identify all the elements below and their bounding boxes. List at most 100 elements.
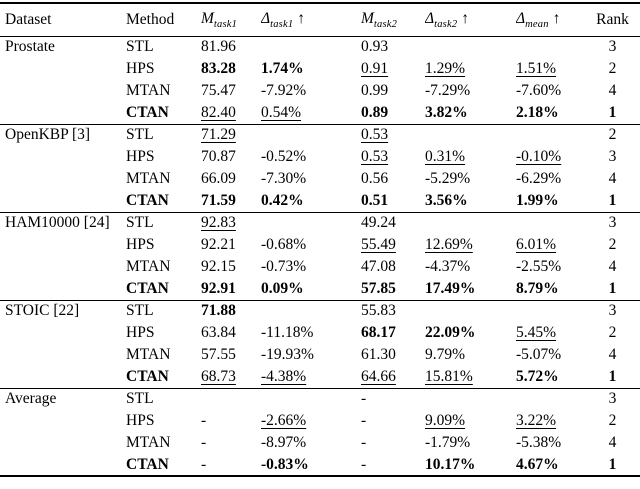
table-row: CTAN 68.73 -4.38% 64.66 15.81% 5.72% 1 [0, 366, 640, 388]
dataset-cell: OpenKBP [3] [5, 126, 91, 144]
value-cell: -11.18% [261, 324, 314, 341]
col-header-method: Method [126, 10, 175, 28]
value-cell: 55.83 [361, 302, 396, 320]
value-cell: 68.17 [361, 324, 396, 341]
math-symbol: Δ [425, 9, 435, 27]
value-cell [261, 124, 361, 146]
value-cell [425, 124, 516, 146]
header-row: Dataset Method Mtask1 Δtask1 ↑ Mtask2 Δta… [0, 3, 640, 36]
dataset-cell [0, 366, 126, 388]
value-cell: 0.53 [361, 148, 389, 165]
value-cell: 61.30 [361, 346, 396, 363]
value-cell [261, 388, 361, 410]
value-cell: 92.21 [201, 236, 236, 253]
value-cell [516, 212, 585, 234]
value-cell [261, 300, 361, 322]
value-cell: -8.97% [261, 434, 307, 451]
method-cell: CTAN [126, 279, 169, 297]
math-subscript: task1 [213, 18, 238, 30]
value-cell: 0.99 [361, 82, 389, 99]
rank-cell: 4 [608, 434, 617, 451]
rank-cell: 3 [608, 148, 617, 165]
table-row: STOIC [22] STL 71.88 55.83 3 [0, 300, 640, 322]
value-cell: 71.88 [201, 302, 236, 320]
value-cell: -7.29% [425, 82, 471, 99]
rank-cell: 3 [608, 214, 617, 232]
col-header-delta-task2: Δtask2 ↑ [425, 3, 516, 36]
value-cell: 66.09 [201, 170, 236, 187]
value-cell: -5.07% [516, 346, 562, 363]
value-cell: 9.09% [425, 412, 466, 429]
value-cell: -2.66% [261, 412, 307, 429]
group-stoic-22: STOIC [22] STL 71.88 55.83 3 HPS 63.84 -11.18% 6… [0, 300, 640, 388]
math-symbol: Δ [516, 9, 526, 27]
value-cell: 0.89 [361, 103, 389, 121]
value-cell [425, 388, 516, 410]
method-cell: MTAN [126, 258, 171, 275]
math-symbol: M [361, 9, 374, 27]
method-cell: HPS [126, 236, 155, 253]
rank-cell: 2 [608, 236, 617, 253]
value-cell [261, 212, 361, 234]
value-cell [425, 300, 516, 322]
method-cell: HPS [126, 148, 155, 165]
dataset-cell [0, 344, 126, 366]
group-average: Average STL - 3 HPS - -2.66% - 9.09% 3.22% 2 MTAN - -… [0, 388, 640, 476]
value-cell [516, 36, 585, 58]
value-cell: -0.73% [261, 258, 307, 275]
value-cell [261, 36, 361, 58]
value-cell: - [201, 434, 207, 451]
method-cell: STL [126, 214, 154, 232]
col-header-delta-task1: Δtask1 ↑ [261, 3, 361, 36]
method-cell: CTAN [126, 191, 169, 209]
group-openkbp-3: OpenKBP [3] STL 71.29 0.53 2 HPS 70.87 -0.52% 0.… [0, 124, 640, 212]
value-cell: 15.81% [425, 367, 473, 385]
table-row: MTAN 92.15 -0.73% 47.08 -4.37% -2.55% 4 [0, 256, 640, 278]
method-cell: STL [126, 302, 154, 320]
value-cell: -4.37% [425, 258, 471, 275]
value-cell: -6.29% [516, 170, 562, 187]
math-symbol: M [201, 9, 214, 27]
col-header-m-task2: Mtask2 [361, 3, 425, 36]
table-row: HPS 70.87 -0.52% 0.53 0.31% -0.10% 3 [0, 146, 640, 168]
table-row: CTAN 71.59 0.42% 0.51 3.56% 1.99% 1 [0, 190, 640, 212]
value-cell: 4.67% [516, 455, 559, 473]
value-cell: 0.53 [361, 126, 389, 144]
value-cell: 57.55 [201, 346, 236, 363]
col-header-m-task1: Mtask1 [201, 3, 261, 36]
table-row: HAM10000 [24] STL 92.83 49.24 3 [0, 212, 640, 234]
table-row: HPS 83.28 1.74% 0.91 1.29% 1.51% 2 [0, 58, 640, 80]
value-cell: 68.73 [201, 367, 236, 385]
value-cell: -7.60% [516, 82, 562, 99]
value-cell: 0.93 [361, 38, 389, 56]
value-cell: 3.22% [516, 412, 557, 429]
value-cell: - [361, 412, 367, 429]
method-cell: MTAN [126, 434, 171, 451]
value-cell: 8.79% [516, 279, 559, 297]
value-cell: 6.01% [516, 236, 557, 253]
dataset-cell: Prostate [5, 38, 55, 56]
value-cell: 1.74% [261, 60, 304, 77]
rank-cell: 2 [608, 412, 617, 429]
value-cell: - [361, 455, 367, 473]
value-cell: 47.08 [361, 258, 396, 275]
dataset-cell [0, 80, 126, 102]
value-cell: 0.09% [261, 279, 304, 297]
table-row: CTAN - -0.83% - 10.17% 4.67% 1 [0, 454, 640, 476]
table-row: OpenKBP [3] STL 71.29 0.53 2 [0, 124, 640, 146]
rank-cell: 1 [608, 103, 617, 121]
method-cell: STL [126, 38, 154, 56]
value-cell [201, 388, 261, 410]
value-cell: 92.15 [201, 258, 236, 275]
dataset-cell [0, 454, 126, 476]
value-cell: - [201, 455, 207, 473]
method-cell: MTAN [126, 82, 171, 99]
table-row: MTAN 57.55 -19.93% 61.30 9.79% -5.07% 4 [0, 344, 640, 366]
table-row: HPS 92.21 -0.68% 55.49 12.69% 6.01% 2 [0, 234, 640, 256]
value-cell: 71.29 [201, 126, 236, 144]
value-cell: 92.91 [201, 279, 236, 297]
value-cell: 0.51 [361, 191, 389, 209]
math-subscript: task2 [373, 18, 398, 30]
value-cell: 92.83 [201, 214, 236, 232]
rank-cell: 3 [608, 38, 617, 56]
